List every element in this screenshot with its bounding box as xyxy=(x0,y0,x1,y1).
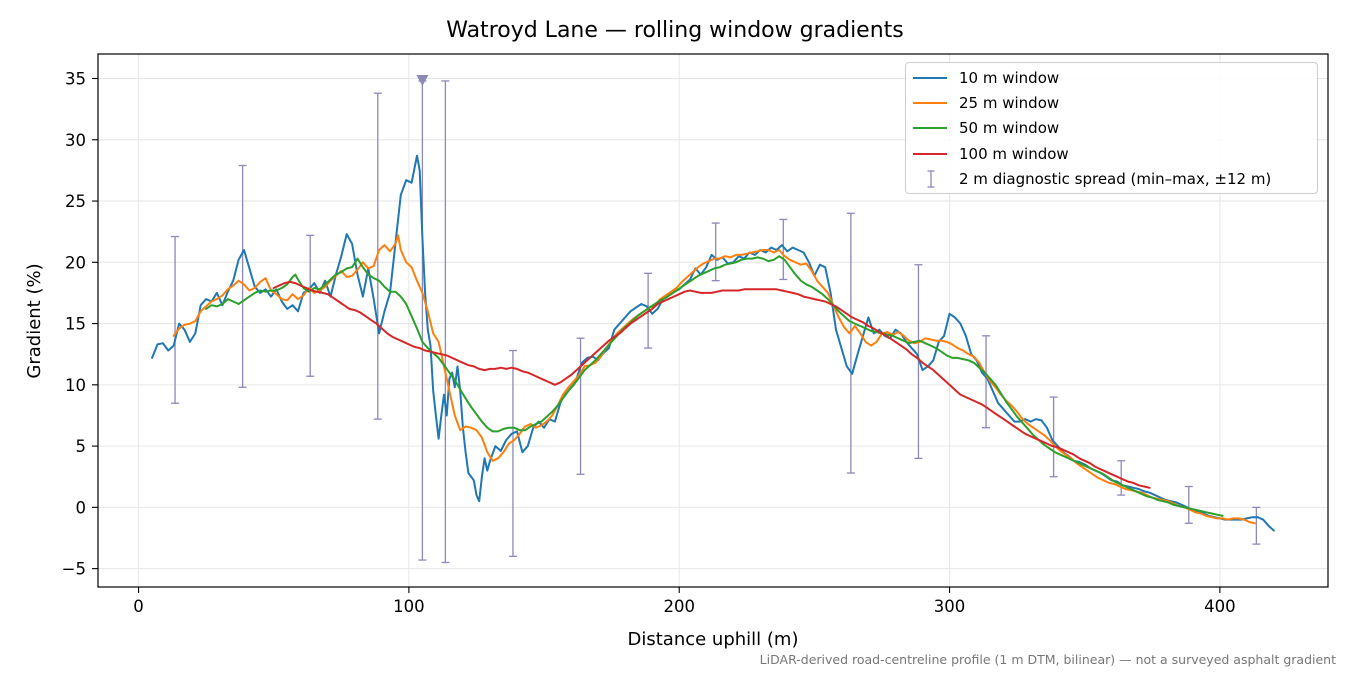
y-tick-label: 30 xyxy=(65,131,86,150)
y-tick-label: 0 xyxy=(76,498,87,517)
y-tick-label: 25 xyxy=(65,192,86,211)
y-tick-label: 35 xyxy=(65,70,86,89)
legend-label-25m: 25 m window xyxy=(959,94,1060,112)
y-tick-label: 20 xyxy=(65,253,86,272)
legend-swatch-50m xyxy=(909,117,949,139)
series-line-3 xyxy=(272,280,1151,489)
error-bar xyxy=(914,264,923,459)
error-bar xyxy=(1184,485,1193,524)
error-bar xyxy=(779,218,788,281)
y-axis-label: Gradient (%) xyxy=(24,263,45,378)
error-bar xyxy=(238,164,247,388)
axis-ticks: 0 100 200 300 400 −5 0 5 10 15 20 25 30 35 xyxy=(62,70,1236,616)
x-tick-label: 400 xyxy=(1204,597,1236,616)
error-bar xyxy=(1049,396,1058,478)
y-tick-label: 5 xyxy=(76,437,87,456)
x-tick-label: 0 xyxy=(133,597,144,616)
error-bar xyxy=(171,235,180,404)
diagnostic-spread-bars xyxy=(171,80,1261,564)
y-tick-label: 15 xyxy=(65,315,86,334)
y-tick-label: 10 xyxy=(65,376,86,395)
legend-label-50m: 50 m window xyxy=(959,119,1060,137)
series-line-0 xyxy=(151,154,1275,532)
legend-label-10m: 10 m window xyxy=(959,69,1060,87)
legend-item-spread: 2 m diagnostic spread (min–max, ±12 m) xyxy=(906,168,1271,190)
legend-swatch-25m xyxy=(909,92,949,114)
error-bar xyxy=(1252,506,1261,545)
error-bar xyxy=(576,337,585,475)
chart-title: Watroyd Lane — rolling window gradients xyxy=(446,18,904,43)
x-tick-label: 300 xyxy=(934,597,966,616)
legend-swatch-errorbar xyxy=(909,168,949,190)
error-bar xyxy=(441,80,450,564)
x-tick-label: 100 xyxy=(393,597,425,616)
error-bar xyxy=(846,212,855,474)
chart-footnote: LiDAR-derived road-centreline profile (1… xyxy=(759,652,1336,667)
series-lines xyxy=(151,154,1275,532)
legend-label-100m: 100 m window xyxy=(959,145,1069,163)
plot-frame xyxy=(97,53,1329,588)
error-bar xyxy=(418,80,427,561)
error-bar xyxy=(306,234,315,377)
chart-legend: 10 m window 25 m window 50 m window 100 … xyxy=(905,62,1318,194)
series-line-2 xyxy=(205,255,1224,517)
legend-label-spread: 2 m diagnostic spread (min–max, ±12 m) xyxy=(959,170,1272,188)
legend-item-25m: 25 m window xyxy=(906,92,1059,114)
legend-swatch-100m xyxy=(909,143,949,165)
error-bar xyxy=(711,222,720,282)
legend-item-10m: 10 m window xyxy=(906,67,1059,89)
legend-swatch-10m xyxy=(909,67,949,89)
clipped-marker xyxy=(416,74,429,86)
error-bar xyxy=(508,349,517,558)
error-bar xyxy=(982,335,991,429)
legend-item-100m: 100 m window xyxy=(906,143,1069,165)
down-triangle-marker xyxy=(416,74,429,86)
x-tick-label: 200 xyxy=(663,597,695,616)
x-axis-label: Distance uphill (m) xyxy=(628,629,799,650)
y-tick-label: −5 xyxy=(62,560,86,579)
legend-item-50m: 50 m window xyxy=(906,117,1059,139)
